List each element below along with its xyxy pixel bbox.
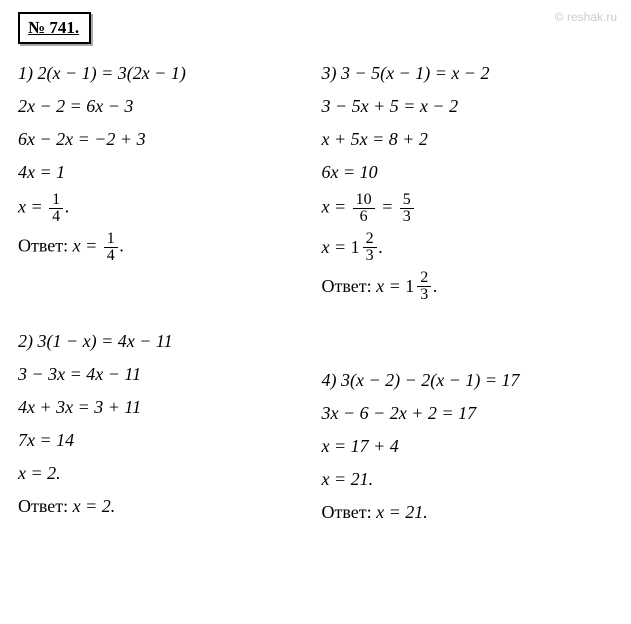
problem-3: 3) 3 − 5(x − 1) = x − 2 3 − 5x + 5 = x −… xyxy=(322,60,614,303)
mixed-number: 123 xyxy=(405,270,433,303)
numerator: 10 xyxy=(353,192,375,209)
p3-mixed-suffix: . xyxy=(379,237,384,257)
denominator: 4 xyxy=(49,209,63,225)
p3-header: 3) 3 − 5(x − 1) = x − 2 xyxy=(322,60,614,87)
watermark: © reshak.ru xyxy=(555,8,617,26)
problem-4: 4) 3(x − 2) − 2(x − 1) = 17 3x − 6 − 2x … xyxy=(322,367,614,526)
p1-step: 6x − 2x = −2 + 3 xyxy=(18,126,306,153)
fraction: 53 xyxy=(400,192,414,225)
equals: = xyxy=(377,196,398,216)
denominator: 3 xyxy=(363,248,377,264)
p4-step: x = 21. xyxy=(322,466,614,493)
p3-step: 6x = 10 xyxy=(322,159,614,186)
p1-result-suffix: . xyxy=(65,196,70,216)
fraction: 106 xyxy=(353,192,375,225)
whole-part: 1 xyxy=(405,273,414,300)
p3-answer-prefix: x = xyxy=(376,276,405,296)
p2-answer: Ответ: x = 2. xyxy=(18,493,306,520)
answer-label: Ответ: xyxy=(18,235,68,255)
fraction: 23 xyxy=(417,270,431,303)
numerator: 1 xyxy=(49,192,63,209)
p2-step: 4x + 3x = 3 + 11 xyxy=(18,394,306,421)
p1-result: x = 14. xyxy=(18,192,306,225)
problem-1: 1) 2(x − 1) = 3(2x − 1) 2x − 2 = 6x − 3 … xyxy=(18,60,306,264)
fraction: 14 xyxy=(104,231,118,264)
answer-label: Ответ: xyxy=(18,496,68,516)
fraction: 14 xyxy=(49,192,63,225)
denominator: 3 xyxy=(400,209,414,225)
p1-answer-prefix: x = xyxy=(73,235,102,255)
denominator: 6 xyxy=(353,209,375,225)
left-column: 1) 2(x − 1) = 3(2x − 1) 2x − 2 = 6x − 3 … xyxy=(18,54,316,554)
whole-part: 1 xyxy=(351,234,360,261)
p4-step: x = 17 + 4 xyxy=(322,433,614,460)
content-columns: 1) 2(x − 1) = 3(2x − 1) 2x − 2 = 6x − 3 … xyxy=(18,54,613,554)
answer-label: Ответ: xyxy=(322,502,372,522)
p2-step: 7x = 14 xyxy=(18,427,306,454)
p3-frac-line: x = 106 = 53 xyxy=(322,192,614,225)
spacer xyxy=(322,331,614,361)
mixed-number: 123 xyxy=(351,231,379,264)
p1-header: 1) 2(x − 1) = 3(2x − 1) xyxy=(18,60,306,87)
p3-mixed-line: x = 123. xyxy=(322,231,614,264)
p2-step: 3 − 3x = 4x − 11 xyxy=(18,361,306,388)
p2-answer-text: x = 2. xyxy=(73,496,116,516)
p3-step: x + 5x = 8 + 2 xyxy=(322,126,614,153)
p4-answer: Ответ: x = 21. xyxy=(322,499,614,526)
p4-answer-text: x = 21. xyxy=(376,502,428,522)
p1-step: 4x = 1 xyxy=(18,159,306,186)
numerator: 2 xyxy=(363,231,377,248)
denominator: 3 xyxy=(417,287,431,303)
fraction: 23 xyxy=(363,231,377,264)
numerator: 5 xyxy=(400,192,414,209)
right-column: 3) 3 − 5(x − 1) = x − 2 3 − 5x + 5 = x −… xyxy=(316,54,614,554)
p2-header: 2) 3(1 − x) = 4x − 11 xyxy=(18,328,306,355)
p2-step: x = 2. xyxy=(18,460,306,487)
p3-frac-prefix: x = xyxy=(322,196,351,216)
spacer xyxy=(18,292,306,322)
numerator: 2 xyxy=(417,270,431,287)
p4-step: 3x − 6 − 2x + 2 = 17 xyxy=(322,400,614,427)
p1-step: 2x − 2 = 6x − 3 xyxy=(18,93,306,120)
p3-answer-suffix: . xyxy=(433,276,438,296)
p3-answer: Ответ: x = 123. xyxy=(322,270,614,303)
numerator: 1 xyxy=(104,231,118,248)
p1-answer-suffix: . xyxy=(120,235,125,255)
p3-step: 3 − 5x + 5 = x − 2 xyxy=(322,93,614,120)
p1-result-prefix: x = xyxy=(18,196,47,216)
problem-2: 2) 3(1 − x) = 4x − 11 3 − 3x = 4x − 11 4… xyxy=(18,328,306,520)
denominator: 4 xyxy=(104,248,118,264)
p3-mixed-prefix: x = xyxy=(322,237,351,257)
answer-label: Ответ: xyxy=(322,276,372,296)
p1-answer: Ответ: x = 14. xyxy=(18,231,306,264)
problem-number-box: № 741. xyxy=(18,12,91,44)
p4-header: 4) 3(x − 2) − 2(x − 1) = 17 xyxy=(322,367,614,394)
